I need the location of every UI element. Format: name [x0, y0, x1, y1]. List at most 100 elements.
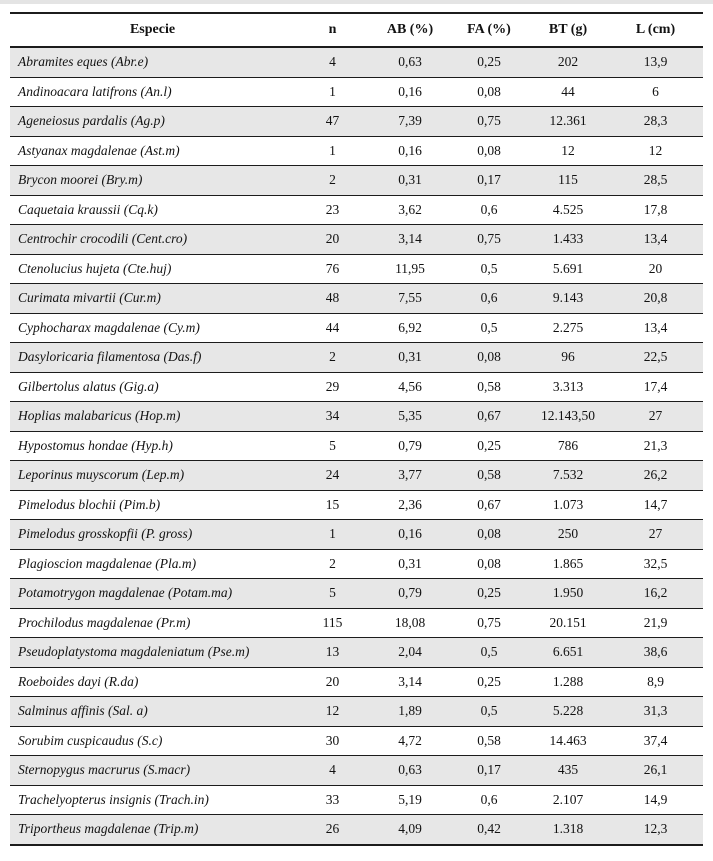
cell-ab: 0,79 [370, 430, 450, 461]
cell-n: 44 [295, 312, 370, 343]
cell-especie: Prochilodus magdalenae (Pr.m) [10, 607, 295, 638]
cell-n: 1 [295, 135, 370, 166]
cell-bt: 1.433 [528, 224, 608, 254]
cell-especie: Plagioscion magdalenae (Pla.m) [10, 548, 295, 579]
cell-bt: 1.950 [528, 578, 608, 608]
cell-bt: 9.143 [528, 283, 608, 313]
cell-fa: 0,58 [450, 725, 528, 756]
cell-n: 20 [295, 666, 370, 697]
cell-ab: 3,14 [370, 224, 450, 254]
cell-ab: 4,56 [370, 371, 450, 402]
cell-fa: 0,67 [450, 489, 528, 520]
cell-fa: 0,08 [450, 76, 528, 107]
cell-n: 34 [295, 401, 370, 431]
column-header-fa: FA (%) [450, 13, 528, 48]
cell-bt: 12.361 [528, 106, 608, 136]
cell-fa: 0,58 [450, 371, 528, 402]
cell-fa: 0,17 [450, 755, 528, 785]
cell-l: 13,4 [608, 312, 703, 343]
cell-fa: 0,25 [450, 430, 528, 461]
cell-fa: 0,75 [450, 224, 528, 254]
cell-l: 14,9 [608, 784, 703, 815]
cell-n: 1 [295, 76, 370, 107]
table-row: Roeboides dayi (R.da) 20 3,14 0,25 1.288 8,9 [10, 666, 703, 697]
table-row: Prochilodus magdalenae (Pr.m) 115 18,08 0,7… [10, 607, 703, 638]
table-row: Salminus affinis (Sal. a) 12 1,89 0,5 5.228 3… [10, 696, 703, 726]
cell-n: 2 [295, 342, 370, 372]
cell-bt: 6.651 [528, 637, 608, 667]
table-row: Pimelodus blochii (Pim.b) 15 2,36 0,67 1.073… [10, 489, 703, 520]
cell-bt: 44 [528, 76, 608, 107]
cell-fa: 0,08 [450, 135, 528, 166]
cell-ab: 2,36 [370, 489, 450, 520]
cell-bt: 4.525 [528, 194, 608, 225]
cell-ab: 0,79 [370, 578, 450, 608]
cell-fa: 0,08 [450, 519, 528, 549]
cell-especie: Andinoacara latifrons (An.l) [10, 76, 295, 107]
cell-ab: 18,08 [370, 607, 450, 638]
cell-l: 32,5 [608, 548, 703, 579]
species-table: Especie n AB (%) FA (%) BT (g) L (cm) Ab… [10, 12, 703, 846]
cell-ab: 0,31 [370, 548, 450, 579]
cell-ab: 3,77 [370, 460, 450, 490]
table-row: Hypostomus hondae (Hyp.h) 5 0,79 0,25 786 21,… [10, 430, 703, 461]
cell-l: 26,2 [608, 460, 703, 490]
cell-bt: 1.073 [528, 489, 608, 520]
cell-bt: 3.313 [528, 371, 608, 402]
table-row: Ageneiosus pardalis (Ag.p) 47 7,39 0,75 12.3… [10, 106, 703, 136]
cell-l: 21,3 [608, 430, 703, 461]
table-row: Cyphocharax magdalenae (Cy.m) 44 6,92 0,5 2.… [10, 312, 703, 343]
cell-ab: 2,04 [370, 637, 450, 667]
cell-bt: 5.691 [528, 253, 608, 284]
cell-l: 17,8 [608, 194, 703, 225]
cell-bt: 12 [528, 135, 608, 166]
cell-l: 17,4 [608, 371, 703, 402]
cell-especie: Leporinus muyscorum (Lep.m) [10, 460, 295, 490]
cell-especie: Curimata mivartii (Cur.m) [10, 283, 295, 313]
table-row: Pseudoplatystoma magdaleniatum (Pse.m) 13… [10, 637, 703, 667]
cell-n: 29 [295, 371, 370, 402]
cell-fa: 0,75 [450, 106, 528, 136]
cell-ab: 5,35 [370, 401, 450, 431]
cell-ab: 0,63 [398, 54, 422, 70]
cell-fa: 0,5 [450, 696, 528, 726]
cell-bt: 202 [557, 54, 579, 70]
cell-especie: Trachelyopterus insignis (Trach.in) [10, 784, 295, 815]
cell-ab: 0,16 [370, 76, 450, 107]
cell-especie: Sternopygus macrurus (S.macr) [10, 755, 295, 785]
cell-fa: 0,25 [450, 666, 528, 697]
table-header: Especie n AB (%) FA (%) BT (g) L (cm) [10, 13, 703, 48]
column-header-n: n [295, 13, 370, 48]
table-row: Leporinus muyscorum (Lep.m) 24 3,77 0,58 7.5… [10, 460, 703, 490]
header-row: Especie n AB (%) FA (%) BT (g) L (cm) [10, 13, 703, 48]
cell-bt: 1.288 [528, 666, 608, 697]
cell-especie: Hoplias malabaricus (Hop.m) [10, 401, 295, 431]
cell-especie: Ageneiosus pardalis (Ag.p) [10, 106, 295, 136]
cell-ab: 0,31 [370, 165, 450, 195]
page-top-strip [0, 0, 713, 4]
cell-bt: 435 [528, 755, 608, 785]
cell-ab: 0,31 [370, 342, 450, 372]
cell-especie: Roeboides dayi (R.da) [10, 666, 295, 697]
cell-bt: 2.107 [528, 784, 608, 815]
cell-especie: Salminus affinis (Sal. a) [10, 696, 295, 726]
cell-ab: 0,16 [370, 519, 450, 549]
cell-n: 23 [295, 194, 370, 225]
cell-n: 1 [295, 519, 370, 549]
cell-ab: 3,14 [370, 666, 450, 697]
cell-ab: 11,95 [370, 253, 450, 284]
cell-especie: Cyphocharax magdalenae (Cy.m) [10, 312, 295, 343]
cell-bt: 786 [528, 430, 608, 461]
cell-l: 38,6 [608, 637, 703, 667]
cell-especie: Abramites eques (Abr.e) [18, 54, 149, 70]
cell-fa: 0,6 [450, 283, 528, 313]
cell-n: 12 [295, 696, 370, 726]
cell-ab: 3,62 [370, 194, 450, 225]
cell-l: 20 [608, 253, 703, 284]
cell-fa: 0,08 [450, 342, 528, 372]
cell-n: 2 [295, 165, 370, 195]
table-row: Caquetaia kraussii (Cq.k) 23 3,62 0,6 4.525 1… [10, 194, 703, 225]
cell-bt: 2.275 [528, 312, 608, 343]
cell-bt: 14.463 [528, 725, 608, 756]
